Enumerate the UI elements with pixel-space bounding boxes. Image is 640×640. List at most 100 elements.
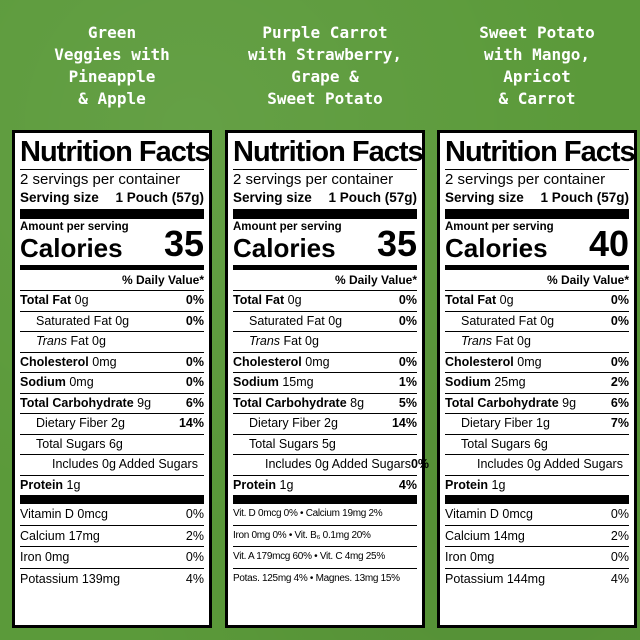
trans-fat-row: Trans Fat 0g [445, 331, 629, 352]
sodium-row: Sodium 15mg 1% [233, 372, 417, 393]
added-sugars-row-label: Includes 0g Added Sugars [20, 455, 198, 475]
vitamin-row: Calcium 17mg 2% [20, 524, 204, 547]
dietary-fiber-row-daily-value: 14% [391, 416, 417, 430]
nutrient-text: Protein [445, 477, 489, 492]
daily-value-header: % Daily Value* [334, 273, 417, 287]
dietary-fiber-row-label: Dietary Fiber 2g [20, 414, 125, 434]
title-line: Apricot [503, 67, 571, 86]
amount-per-serving: Amount per serving [233, 221, 342, 233]
vitamin-row: Potassium 144mg 4% [445, 567, 629, 590]
divider [445, 169, 629, 170]
total-carbohydrate-row-daily-value: 5% [398, 395, 417, 410]
added-sugars-row: Includes 0g Added Sugars 0% [233, 454, 429, 475]
trans-fat-row-label: Trans Fat 0g [20, 332, 106, 352]
title-line: Pineapple [68, 67, 156, 86]
total-carbohydrate-row-daily-value: 6% [185, 395, 204, 410]
nutrient-rows: Total Fat 0g 0% Saturated Fat 0g 0% Trans Fa… [20, 290, 204, 495]
vitamin-rows: Vitamin D 0mcg 0% Calcium 14mg 2% Iron 0mg 0%… [445, 504, 629, 589]
medium-divider [20, 265, 204, 270]
cholesterol-row-label: Cholesterol 0mg [233, 353, 330, 373]
nutrient-text: 1g [491, 477, 506, 492]
total-sugars-row-label: Total Sugars 5g [233, 435, 336, 455]
protein-row: Protein 1g [445, 474, 629, 496]
nutrition-facts-heading: Nutrition Facts [20, 136, 211, 168]
nutrient-text: Fat 0g [495, 334, 531, 348]
vitamin-row: Vitamin D 0mcg 0% [445, 504, 629, 525]
added-sugars-row-label: Includes 0g Added Sugars [233, 455, 411, 475]
nutrition-facts-heading: Nutrition Facts [233, 136, 424, 168]
total-sugars-row-label: Total Sugars 6g [20, 435, 123, 455]
nutrient-text: Total Fat [445, 293, 497, 307]
serving-size-label: Serving size [233, 190, 312, 205]
nutrient-text: 0g [499, 293, 514, 307]
serving-size-label: Serving size [20, 190, 99, 205]
calories-row: Calories 40 [445, 226, 629, 263]
amount-per-serving: Amount per serving [20, 221, 129, 233]
nutrition-facts-heading: Nutrition Facts [445, 136, 636, 168]
saturated-fat-row-label: Saturated Fat 0g [233, 312, 342, 332]
nutrient-text: 25mg [494, 375, 526, 389]
title-line: Veggies with [54, 45, 170, 64]
product-title: Sweet Potato with Mango, Apricot & Carro… [437, 0, 637, 128]
vitamin-name: Potassium 144mg [445, 571, 546, 586]
product-column-3: Sweet Potato with Mango, Apricot & Carro… [437, 0, 637, 628]
added-sugars-row-daily-value: 0% [410, 457, 430, 471]
protein-row-label: Protein 1g [233, 476, 293, 496]
nutrient-text: Dietary Fiber 1g [461, 416, 550, 430]
nutrient-text: Dietary Fiber 2g [36, 416, 125, 430]
compact-vitamin-row: Potas. 125mg 4% • Magnes. 13mg 15% [233, 567, 417, 590]
added-sugars-row: Includes 0g Added Sugars [20, 454, 204, 475]
nutrient-text: Saturated Fat 0g [36, 313, 130, 328]
nutrient-text: Total Carbohydrate [445, 395, 559, 410]
nutrient-text: Sodium [20, 375, 66, 389]
total-carbohydrate-row: Total Carbohydrate 9g 6% [20, 392, 204, 414]
vitamin-name: Vitamin D 0mcg [20, 507, 108, 521]
dietary-fiber-row-daily-value: 14% [178, 416, 204, 430]
total-fat-row-daily-value: 0% [398, 293, 417, 307]
serving-size-value: 1 Pouch (57g) [328, 190, 417, 205]
trans-fat-row-label: Trans Fat 0g [233, 332, 319, 352]
sodium-row: Sodium 25mg 2% [445, 372, 629, 393]
vitamin-daily-value: 4% [185, 571, 204, 586]
cholesterol-row: Cholesterol 0mg 0% [445, 351, 629, 373]
amount-per-serving: Amount per serving [445, 221, 554, 233]
nutrient-text: 0mg [517, 354, 542, 369]
cholesterol-row-label: Cholesterol 0mg [20, 353, 117, 373]
dietary-fiber-row: Dietary Fiber 2g 14% [233, 413, 417, 434]
title-line: Green [87, 23, 137, 42]
compact-vitamin-row: Iron 0mg 0% • Vit. B₆ 0.1mg 20% [233, 524, 417, 547]
trans-fat-row-label: Trans Fat 0g [445, 332, 531, 352]
nutrient-text: Protein [233, 477, 277, 492]
nutrient-text: 0mg [92, 354, 117, 369]
title-line: with Mango, [484, 45, 590, 64]
dietary-fiber-row-label: Dietary Fiber 2g [233, 414, 338, 434]
vitamin-daily-value: 0% [610, 507, 629, 521]
nutrient-text: Trans [461, 334, 493, 348]
title-line: Sweet Potato [267, 89, 383, 108]
vitamin-daily-value: 2% [610, 528, 629, 543]
nutrient-text: Total Sugars 6g [36, 436, 123, 451]
calories-row: Calories 35 [20, 226, 204, 263]
nutrient-text: Total Sugars 5g [249, 436, 336, 451]
daily-value-header: % Daily Value* [121, 273, 204, 287]
vitamin-daily-value: 0% [185, 507, 204, 521]
nutrient-text: Saturated Fat 0g [249, 313, 343, 328]
saturated-fat-row: Saturated Fat 0g 0% [445, 310, 629, 332]
servings-per-container: 2 servings per container [445, 171, 606, 188]
total-fat-row-label: Total Fat 0g [20, 291, 89, 311]
vitamin-name: Calcium 14mg [445, 528, 525, 543]
cholesterol-row-daily-value: 0% [610, 354, 629, 369]
total-fat-row: Total Fat 0g 0% [233, 290, 417, 311]
nutrient-text: Sodium [445, 375, 491, 389]
added-sugars-row-label: Includes 0g Added Sugars [445, 455, 623, 475]
vitamin-daily-value: 4% [610, 571, 629, 586]
nutrient-text: Cholesterol [233, 354, 302, 369]
dietary-fiber-row: Dietary Fiber 1g 7% [445, 413, 629, 434]
product-title: Purple Carrot with Strawberry, Grape & S… [225, 0, 425, 128]
nutrient-text: Trans [249, 334, 281, 348]
serving-size-value: 1 Pouch (57g) [115, 190, 204, 205]
divider [233, 169, 417, 170]
nutrient-text: Total Fat [20, 293, 72, 307]
total-carbohydrate-row-label: Total Carbohydrate 8g [233, 394, 364, 414]
vitamin-rows: Vit. D 0mcg 0% • Calcium 19mg 2% Iron 0mg… [233, 504, 417, 589]
